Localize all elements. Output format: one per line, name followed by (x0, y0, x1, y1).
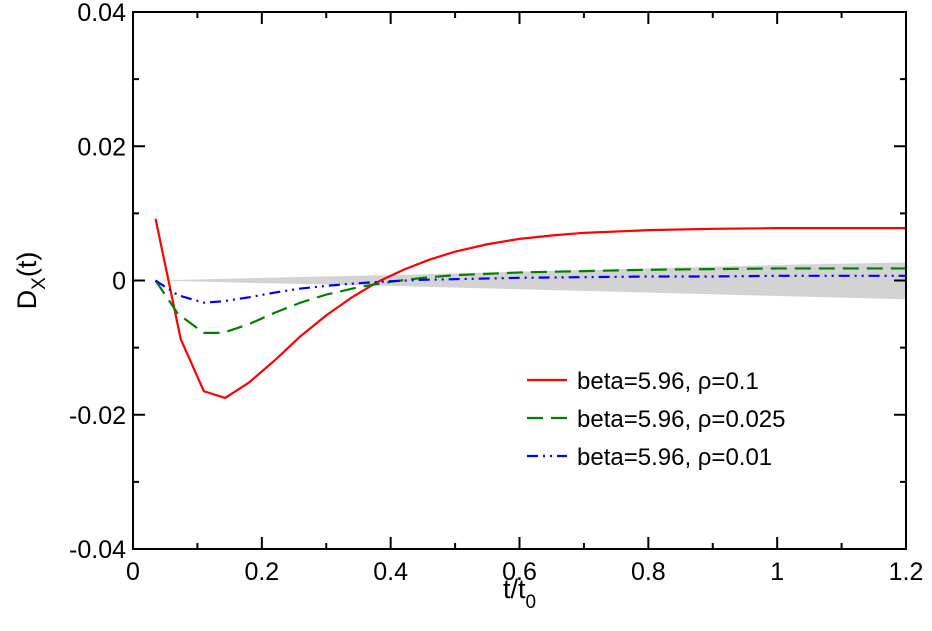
x-axis-title-main: t/t (503, 574, 526, 604)
y-axis-title: DX(t) (12, 252, 50, 310)
uncertainty-band-layer (155, 262, 906, 300)
x-tick-label: 0.2 (244, 558, 279, 586)
x-tick-label: 1 (770, 558, 784, 586)
y-axis-title-main: D (12, 290, 42, 310)
tick-layer (132, 11, 907, 550)
x-tick-label: 0.8 (631, 558, 666, 586)
y-tick-label: -0.02 (69, 402, 126, 430)
series-line-3 (154, 274, 906, 304)
tick-label-layer: 0 0.2 0.4 0.6 0.8 1 1.2 -0.04 -0.02 0 0.02 0.04 (69, 0, 923, 586)
uncertainty-band (155, 262, 906, 300)
y-axis-title-suffix: (t) (12, 252, 42, 277)
y-axis-title-subscript: X (29, 277, 50, 290)
y-tick-label: -0.04 (69, 536, 126, 564)
x-tick-label: 0.6 (502, 558, 537, 586)
x-axis-title: t/t0 (503, 574, 536, 613)
legend: beta=5.96, ρ=0.1 beta=5.96, ρ=0.025 beta=5… (527, 368, 786, 471)
x-axis-title-subscript: 0 (525, 592, 536, 613)
series-layer (154, 218, 906, 400)
legend-label-3: beta=5.96, ρ=0.01 (577, 444, 772, 471)
series-line-1 (154, 218, 906, 400)
legend-label-1: beta=5.96, ρ=0.1 (577, 368, 759, 395)
x-tick-label: 0 (126, 558, 140, 586)
y-tick-label: 0.02 (77, 133, 126, 161)
legend-label-2: beta=5.96, ρ=0.025 (577, 406, 786, 433)
x-tick-label: 1.2 (889, 558, 924, 586)
y-tick-label: 0 (112, 268, 126, 296)
x-tick-label: 0.4 (373, 558, 408, 586)
y-tick-label: 0.04 (77, 0, 126, 27)
